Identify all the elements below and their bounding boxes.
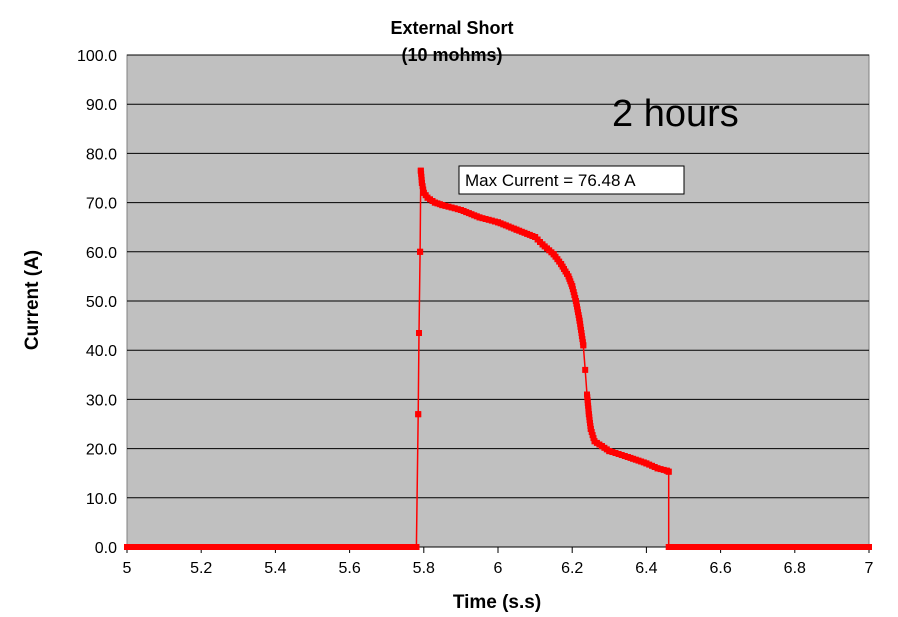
data-point: [442, 202, 449, 209]
data-point: [415, 411, 422, 418]
data-point: [404, 544, 411, 550]
x-axis-title: Time (s.s): [453, 592, 541, 613]
plot-area-group: 0.0 10.0 20.0 30.0 40.0 50.0 60.0 70.0 80.0 90.0 1…: [77, 48, 874, 577]
data-point: [579, 339, 586, 346]
data-point: [612, 450, 619, 456]
data-point: [618, 452, 625, 458]
data-point: [609, 449, 616, 455]
data-point: [491, 218, 498, 225]
data-point: [488, 217, 495, 224]
data-point: [416, 330, 422, 336]
x-tick-label: 6: [494, 560, 503, 577]
data-point: [196, 544, 203, 550]
data-point: [582, 366, 589, 373]
y-tick-label: 50.0: [86, 294, 117, 311]
data-point: [479, 215, 486, 222]
y-tick-label: 40.0: [86, 343, 117, 360]
x-tick-label: 7: [865, 560, 874, 577]
x-tick-label: 6.8: [784, 560, 806, 577]
data-point: [417, 248, 424, 255]
data-point: [439, 202, 446, 209]
x-tick-label: 6.4: [635, 560, 657, 577]
chart-title-line1: External Short: [390, 18, 513, 38]
data-point: [587, 425, 594, 432]
annotation-text: Max Current = 76.48 A: [465, 171, 636, 190]
data-point: [413, 544, 420, 550]
data-point: [418, 173, 425, 180]
data-point: [454, 206, 461, 213]
data-point: [578, 326, 584, 333]
y-tick-label: 10.0: [86, 491, 117, 508]
data-point: [259, 544, 266, 550]
data-point: [301, 544, 308, 550]
data-point: [482, 216, 489, 222]
chart-title-line2: (10 mohms): [401, 45, 502, 65]
data-point: [590, 435, 597, 442]
data-point: [660, 466, 667, 473]
data-point: [280, 544, 287, 550]
max-current-annotation: Max Current = 76.48 A: [458, 165, 685, 195]
y-axis-title: Current (A): [22, 250, 43, 350]
x-tick-label: 6.2: [561, 560, 583, 577]
annotation-box: [458, 165, 685, 195]
data-point: [578, 330, 585, 336]
x-tick-label: 6.6: [709, 560, 731, 577]
data-point: [175, 544, 182, 550]
data-point: [322, 544, 329, 550]
x-tick-label: 5.8: [413, 560, 435, 577]
data-point: [665, 468, 672, 475]
y-tick-label: 70.0: [86, 196, 117, 213]
data-point: [362, 544, 369, 550]
data-point: [615, 451, 622, 457]
x-tick-label: 5: [123, 560, 132, 577]
y-tick-label: 20.0: [86, 442, 117, 459]
data-point: [866, 544, 872, 550]
y-tick-labels: 0.0 10.0 20.0 30.0 40.0 50.0 60.0 70.0 80.0 90.0 1…: [77, 48, 117, 557]
duration-note: 2 hours: [612, 93, 739, 135]
data-point: [448, 204, 455, 211]
y-tick-label: 80.0: [86, 146, 117, 163]
data-point: [451, 205, 458, 212]
y-tick-label: 90.0: [86, 97, 117, 114]
data-point: [417, 167, 424, 174]
x-tick-label: 5.4: [264, 560, 286, 577]
data-point: [419, 183, 426, 190]
data-point: [577, 323, 584, 330]
y-tick-label: 0.0: [95, 540, 117, 557]
data-point: [420, 186, 427, 193]
x-tick-label: 5.2: [190, 560, 212, 577]
data-point: [133, 544, 139, 550]
x-tick-labels: 5 5.2 5.4 5.6 5.8 6 6.2 6.4 6.6 6.8 7: [123, 560, 874, 577]
x-tick-label: 5.6: [338, 560, 360, 577]
data-point: [238, 544, 245, 550]
data-point: [654, 465, 661, 472]
data-point: [154, 544, 161, 550]
data-point: [445, 203, 452, 210]
data-point: [588, 429, 595, 435]
data-point: [657, 466, 664, 473]
series-markers: [124, 167, 872, 550]
data-point: [418, 179, 425, 186]
data-point: [576, 317, 583, 324]
data-point: [383, 544, 390, 550]
y-tick-label: 100.0: [77, 48, 117, 65]
data-point: [579, 336, 586, 343]
data-point: [344, 544, 350, 550]
data-point: [217, 544, 224, 550]
y-tick-label: 60.0: [86, 245, 117, 262]
data-point: [606, 448, 613, 455]
y-tick-label: 30.0: [86, 392, 117, 409]
data-point: [580, 342, 587, 349]
data-point: [485, 216, 492, 223]
